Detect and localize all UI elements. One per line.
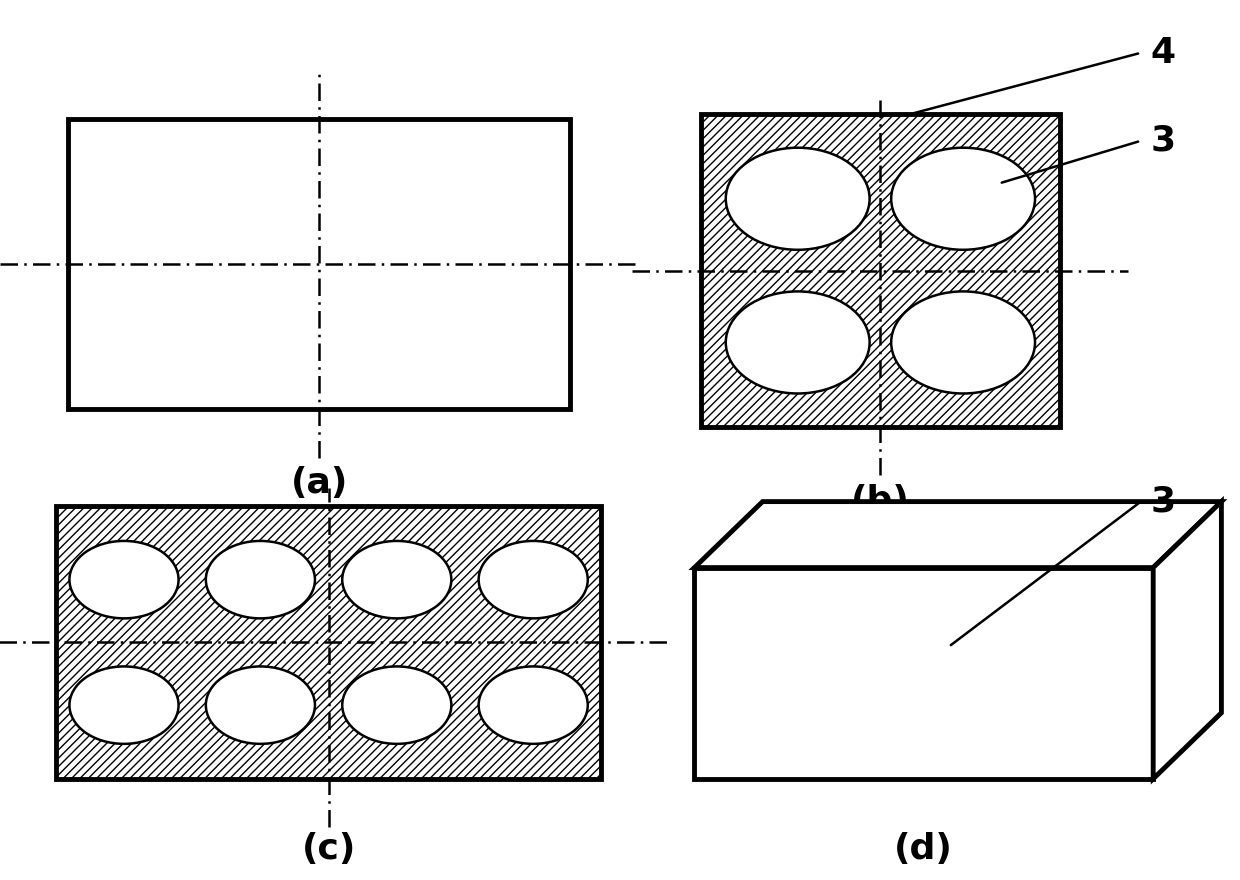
Bar bbox=[68, 119, 570, 409]
Circle shape bbox=[479, 666, 588, 744]
Bar bbox=[694, 568, 1153, 779]
Polygon shape bbox=[1153, 502, 1221, 779]
Bar bbox=[701, 114, 1060, 427]
Text: 4: 4 bbox=[1151, 36, 1176, 70]
Text: (a): (a) bbox=[290, 466, 348, 501]
Circle shape bbox=[69, 541, 179, 619]
Text: 3: 3 bbox=[1151, 485, 1176, 518]
Circle shape bbox=[206, 666, 315, 744]
Circle shape bbox=[69, 666, 179, 744]
Circle shape bbox=[342, 666, 451, 744]
Circle shape bbox=[479, 541, 588, 619]
Circle shape bbox=[725, 291, 869, 393]
Circle shape bbox=[725, 148, 869, 250]
Circle shape bbox=[892, 148, 1035, 250]
Circle shape bbox=[892, 291, 1035, 393]
Text: (c): (c) bbox=[301, 832, 356, 866]
Circle shape bbox=[342, 541, 451, 619]
Text: 3: 3 bbox=[1151, 124, 1176, 158]
Circle shape bbox=[206, 541, 315, 619]
Bar bbox=[56, 506, 601, 779]
Polygon shape bbox=[694, 502, 1221, 568]
Text: (b): (b) bbox=[851, 484, 910, 518]
Text: (d): (d) bbox=[894, 832, 954, 866]
